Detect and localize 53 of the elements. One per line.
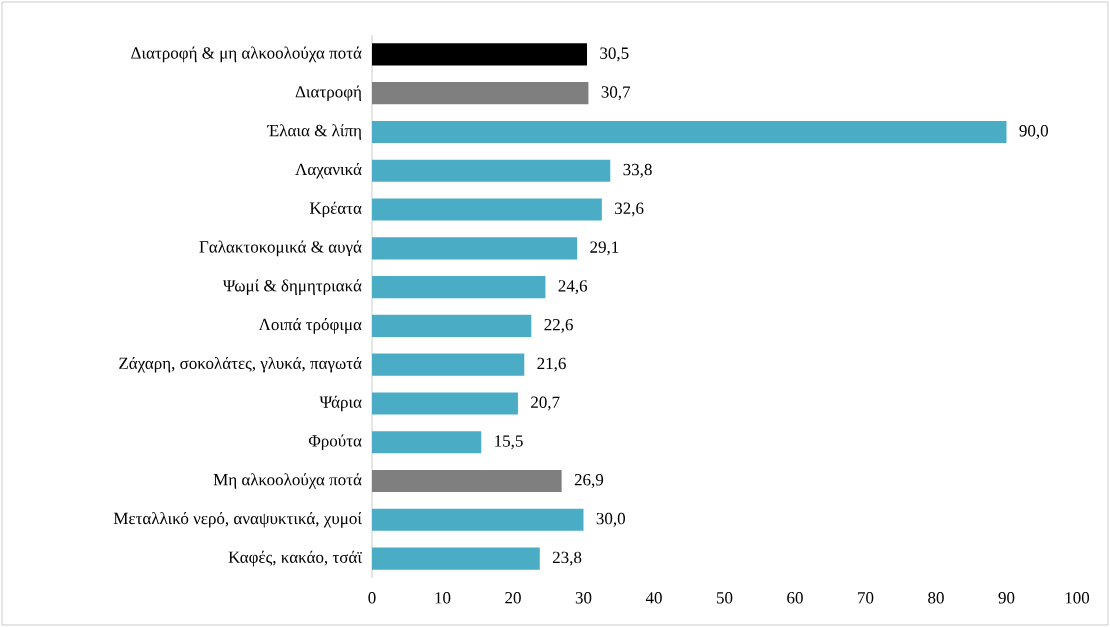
data-label: 33,8 [623,163,652,178]
y-tick-label: Μη αλκοολούχα ποτά [213,473,362,489]
x-tick-label: 80 [928,592,944,604]
x-tick-label: 70 [858,592,874,604]
y-tick-label: Ζάχαρη, σοκολάτες, γλυκά, παγωτά [119,356,362,373]
data-label: 21,6 [537,357,566,372]
bar [372,43,588,66]
y-tick-label: Καφές, κακάο, τσάϊ [228,550,362,567]
x-tick-label: 10 [435,592,451,604]
data-label: 23,8 [552,551,582,566]
bar [372,120,1007,144]
data-label: 90,0 [1019,125,1048,139]
y-tick-label: Γαλακτοκομικά & αυγά [199,240,362,257]
data-label: 15,5 [495,435,523,450]
y-tick-label: Μεταλλικό νερό, αναψυκτικά, χυμοί [113,512,362,528]
data-label: 26,9 [574,474,604,488]
bar [372,237,578,260]
bar [372,431,482,454]
data-label: 22,6 [544,318,573,333]
y-tick-label: Λαχανικά [295,162,362,179]
data-label: 24,6 [558,280,588,295]
x-tick-label: 90 [998,592,1015,604]
x-tick-label: 0 [368,592,376,604]
bar [372,276,546,299]
bar [372,469,562,493]
x-tick-label: 50 [716,592,733,604]
x-tick-label: 100 [1065,592,1090,604]
y-tick-label: Ψωμί & δημητριακά [222,279,362,295]
y-tick-label: Ψάρια [319,395,362,412]
data-label: 32,6 [615,202,644,217]
x-tick-label: 20 [505,592,521,604]
bar [372,314,532,337]
bar [372,353,525,376]
x-tick-label: 40 [645,592,662,604]
data-label: 30,5 [600,47,629,62]
data-label: 30,0 [596,512,625,527]
data-label: 20,7 [531,396,560,411]
y-tick-label: Φρούτα [308,434,362,451]
bar [372,547,540,570]
bar [372,198,602,221]
y-tick-label: Έλαια & λίπη [266,124,362,140]
x-tick-label: 30 [575,592,592,604]
bar [372,159,611,182]
y-tick-label: Διατροφή [295,85,362,101]
bar [372,392,518,415]
y-tick-label: Διατροφή & μη αλκοολούχα ποτά [131,46,362,63]
y-tick-label: Κρέατα [309,201,362,218]
bar [372,508,584,531]
data-label: 29,1 [590,241,619,256]
data-label: 30,7 [601,86,631,101]
x-tick-label: 60 [787,592,803,604]
y-tick-label: Λοιπά τρόφιμα [258,318,362,334]
bar [372,82,589,105]
